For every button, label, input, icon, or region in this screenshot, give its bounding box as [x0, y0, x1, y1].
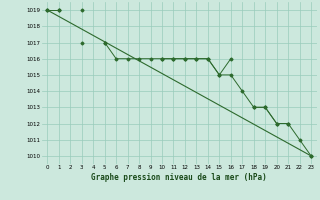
X-axis label: Graphe pression niveau de la mer (hPa): Graphe pression niveau de la mer (hPa) — [91, 173, 267, 182]
